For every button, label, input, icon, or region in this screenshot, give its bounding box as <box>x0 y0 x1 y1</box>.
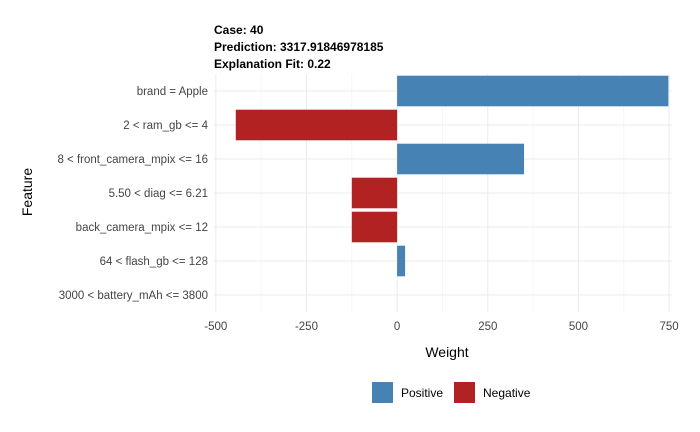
feature-label: 5.50 < diag <= 6.21 <box>109 188 208 200</box>
bar-positive <box>397 143 525 175</box>
x-axis-title: Weight <box>425 344 468 360</box>
bar-positive <box>397 245 406 277</box>
feature-label: 2 < ram_gb <= 4 <box>123 120 208 132</box>
bars <box>235 75 669 311</box>
bar-negative <box>351 211 398 243</box>
legend-swatch-negative <box>454 382 475 403</box>
legend-swatch-positive <box>372 382 393 403</box>
fit-title: Explanation Fit: 0.22 <box>214 57 331 71</box>
legend-label-positive: Positive <box>401 386 443 400</box>
feature-label: 8 < front_camera_mpix <= 16 <box>57 154 208 166</box>
legend: Positive Negative <box>372 382 531 403</box>
feature-label: brand = Apple <box>137 86 208 98</box>
feature-labels: brand = Apple 2 < ram_gb <= 4 8 < front_ca… <box>57 86 208 302</box>
bar-negative <box>235 109 398 141</box>
legend-label-negative: Negative <box>483 386 531 400</box>
case-title: Case: 40 <box>214 23 264 37</box>
x-tick-label: 750 <box>660 321 679 333</box>
prediction-title: Prediction: 3317.91846978185 <box>214 40 384 54</box>
feature-label: back_camera_mpix <= 12 <box>76 222 208 234</box>
x-tick-label: 0 <box>394 321 400 333</box>
bar-negative <box>351 177 398 209</box>
x-tick-label: -500 <box>204 321 227 333</box>
x-tick-label: 250 <box>478 321 497 333</box>
x-tick-label: 500 <box>569 321 588 333</box>
bar-positive <box>397 75 669 107</box>
feature-label: 3000 < battery_mAh <= 3800 <box>59 290 208 302</box>
y-axis-title: Feature <box>19 168 35 216</box>
x-tick-labels: -500 -250 0 250 500 750 <box>204 321 678 333</box>
feature-label: 64 < flash_gb <= 128 <box>100 256 208 268</box>
x-tick-label: -250 <box>295 321 318 333</box>
